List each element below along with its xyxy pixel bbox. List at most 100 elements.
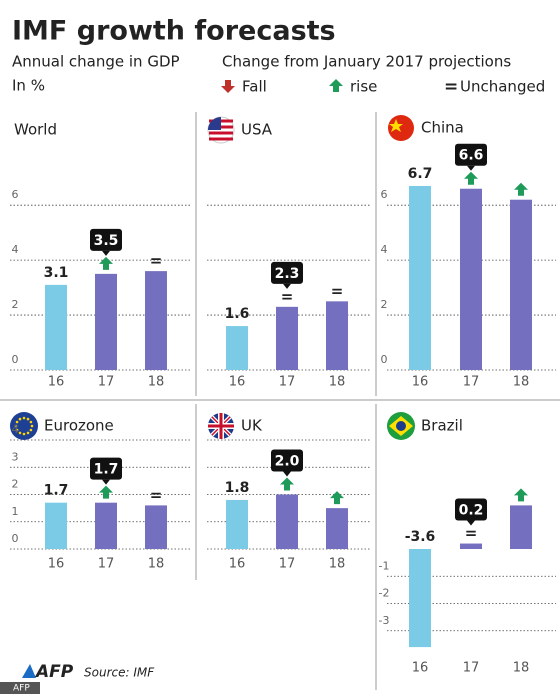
y-tick-label: -3 bbox=[379, 614, 390, 627]
y-tick-label: -2 bbox=[379, 587, 390, 600]
unchanged-symbol: = bbox=[465, 524, 478, 542]
credit-box bbox=[0, 682, 40, 694]
unchanged-symbol: = bbox=[281, 287, 294, 305]
y-tick-label: 2 bbox=[12, 298, 19, 311]
label-box bbox=[271, 261, 303, 284]
bar bbox=[326, 301, 348, 370]
y-tick-label: -1 bbox=[379, 559, 390, 572]
panel-title: China bbox=[421, 119, 464, 137]
legend-fall-icon bbox=[221, 80, 235, 93]
bar bbox=[226, 499, 248, 549]
unchanged-symbol: = bbox=[331, 282, 344, 300]
y-tick-label: 4 bbox=[12, 243, 19, 256]
value-label: 1.7 bbox=[94, 462, 119, 478]
flag-star bbox=[15, 428, 19, 432]
bar bbox=[460, 188, 482, 370]
rise-icon bbox=[99, 485, 113, 499]
flag-star bbox=[29, 420, 33, 424]
value-label: 1.7 bbox=[44, 483, 69, 499]
label-box bbox=[90, 228, 122, 251]
bar bbox=[276, 306, 298, 370]
x-tick-label: 17 bbox=[98, 375, 115, 390]
label-box bbox=[271, 449, 303, 472]
flag-star bbox=[18, 431, 22, 435]
value-label: 6.6 bbox=[459, 148, 484, 164]
label-pointer bbox=[467, 165, 475, 171]
flag bbox=[387, 412, 415, 440]
flag-star bbox=[26, 417, 30, 421]
value-label: 3.1 bbox=[44, 265, 69, 281]
flag-star bbox=[15, 420, 19, 424]
bar bbox=[460, 543, 482, 549]
bar bbox=[409, 185, 431, 370]
rise-icon bbox=[330, 491, 344, 505]
flag-cross-red bbox=[208, 413, 234, 439]
x-tick-label: 16 bbox=[412, 375, 429, 390]
bar bbox=[95, 273, 117, 370]
legend-title: Change from January 2017 projections bbox=[222, 53, 511, 71]
x-tick-label: 18 bbox=[329, 375, 346, 390]
value-label: 0.2 bbox=[459, 503, 484, 519]
y-tick-label: 2 bbox=[12, 478, 19, 491]
bar bbox=[45, 502, 67, 549]
unchanged-symbol: = bbox=[150, 252, 163, 270]
bar bbox=[276, 494, 298, 549]
panel-title: UK bbox=[241, 417, 263, 435]
x-tick-label: 18 bbox=[513, 375, 530, 390]
flag-star bbox=[30, 424, 34, 428]
label-box bbox=[455, 143, 487, 166]
value-label: 3.5 bbox=[94, 233, 119, 249]
y-tick-label: 4 bbox=[381, 243, 388, 256]
x-tick-label: 17 bbox=[279, 557, 296, 572]
value-label: 2.0 bbox=[275, 454, 300, 470]
bar bbox=[326, 508, 348, 549]
legend-rise: rise bbox=[350, 78, 377, 96]
flag-star bbox=[389, 119, 403, 132]
y-tick-label: 6 bbox=[381, 188, 388, 201]
label-pointer bbox=[102, 250, 110, 256]
flag-bg bbox=[10, 412, 38, 440]
x-tick-label: 18 bbox=[513, 661, 530, 676]
flag bbox=[207, 116, 235, 144]
bar bbox=[510, 505, 532, 549]
x-tick-label: 16 bbox=[229, 375, 246, 390]
bar bbox=[45, 284, 67, 370]
rise-icon bbox=[99, 256, 113, 270]
bar bbox=[409, 549, 431, 648]
value-label: 2.3 bbox=[275, 266, 300, 282]
unchanged-symbol: = bbox=[150, 486, 163, 504]
panel-title: Brazil bbox=[421, 417, 463, 435]
title: IMF growth forecasts bbox=[12, 16, 336, 47]
flag-canton bbox=[208, 117, 221, 130]
flag-globe bbox=[396, 421, 406, 431]
x-tick-label: 16 bbox=[48, 557, 65, 572]
flag-star bbox=[14, 424, 18, 428]
bar bbox=[226, 326, 248, 370]
source: Source: IMF bbox=[84, 666, 155, 680]
label-box bbox=[455, 498, 487, 521]
panel-title: World bbox=[14, 121, 57, 139]
credit: AFP bbox=[13, 684, 30, 694]
bar bbox=[145, 505, 167, 549]
legend-rise-icon bbox=[329, 79, 343, 92]
label-pointer bbox=[283, 471, 291, 477]
unit: In % bbox=[12, 77, 45, 95]
value-label: 6.7 bbox=[408, 166, 433, 182]
flag bbox=[10, 412, 38, 440]
legend-unchanged-symbol: = bbox=[444, 77, 458, 97]
panel-title: USA bbox=[241, 121, 273, 139]
flag-star bbox=[22, 416, 26, 420]
flag-stripe bbox=[209, 131, 233, 135]
x-tick-label: 18 bbox=[148, 375, 165, 390]
legend-unchanged: Unchanged bbox=[460, 78, 545, 96]
value-label: -3.6 bbox=[405, 529, 436, 545]
y-tick-label: 0 bbox=[12, 532, 19, 545]
label-box bbox=[90, 457, 122, 480]
x-tick-label: 17 bbox=[463, 661, 480, 676]
x-tick-label: 17 bbox=[463, 375, 480, 390]
x-tick-label: 16 bbox=[48, 375, 65, 390]
value-label: 1.6 bbox=[225, 306, 250, 322]
flag-star bbox=[18, 417, 22, 421]
label-pointer bbox=[467, 520, 475, 526]
y-tick-label: 1 bbox=[12, 505, 19, 518]
